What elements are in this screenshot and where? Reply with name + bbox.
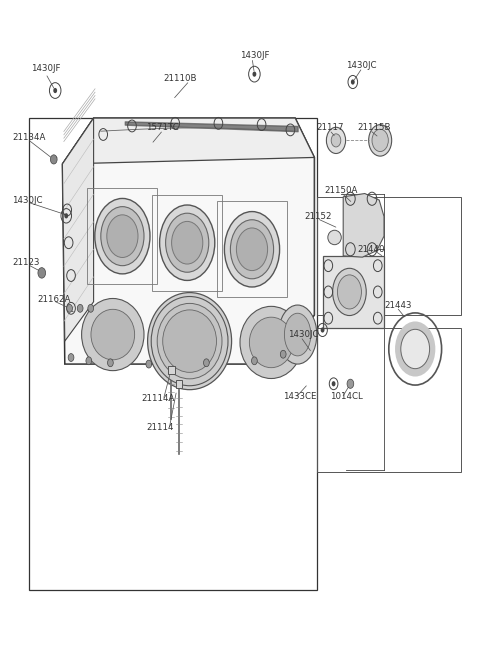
Text: 1430JC: 1430JC	[346, 61, 376, 70]
Circle shape	[252, 357, 257, 365]
Circle shape	[321, 327, 324, 333]
Ellipse shape	[240, 306, 302, 379]
Ellipse shape	[337, 275, 361, 309]
Circle shape	[401, 329, 430, 369]
Ellipse shape	[157, 303, 222, 379]
Ellipse shape	[159, 205, 215, 281]
Text: 1430JF: 1430JF	[240, 51, 269, 60]
Circle shape	[369, 125, 392, 156]
Text: 21115B: 21115B	[358, 123, 391, 133]
Text: 21162A: 21162A	[37, 295, 71, 304]
Ellipse shape	[328, 230, 341, 245]
Circle shape	[331, 134, 341, 147]
Text: 21134A: 21134A	[12, 133, 46, 142]
Circle shape	[53, 88, 57, 93]
Ellipse shape	[107, 215, 138, 257]
Circle shape	[204, 359, 209, 367]
Text: 21443: 21443	[384, 300, 411, 310]
Circle shape	[108, 359, 113, 367]
Bar	[176, 380, 182, 388]
Circle shape	[50, 155, 57, 164]
Circle shape	[86, 357, 92, 365]
Ellipse shape	[151, 297, 228, 386]
Ellipse shape	[101, 207, 144, 266]
Circle shape	[67, 304, 72, 312]
Text: 1433CE: 1433CE	[283, 392, 317, 401]
Ellipse shape	[163, 310, 216, 373]
Polygon shape	[323, 256, 384, 328]
Text: 1571TC: 1571TC	[146, 123, 179, 133]
Circle shape	[68, 354, 74, 361]
Bar	[317, 328, 461, 472]
Circle shape	[372, 129, 388, 152]
Text: 21440: 21440	[358, 245, 385, 254]
Text: 21152: 21152	[305, 212, 332, 221]
Circle shape	[146, 360, 152, 368]
Circle shape	[332, 381, 336, 386]
Ellipse shape	[95, 198, 150, 274]
Bar	[168, 366, 175, 374]
Bar	[317, 197, 461, 315]
Polygon shape	[62, 118, 94, 341]
Text: 1014CL: 1014CL	[330, 392, 363, 401]
Ellipse shape	[172, 221, 203, 264]
Circle shape	[395, 321, 435, 377]
Ellipse shape	[91, 309, 134, 359]
Polygon shape	[343, 194, 384, 257]
Text: 1430JC: 1430JC	[288, 330, 319, 339]
Text: 21150A: 21150A	[324, 186, 358, 195]
Ellipse shape	[284, 314, 311, 356]
Circle shape	[351, 79, 355, 85]
Bar	[29, 118, 317, 590]
Ellipse shape	[236, 228, 268, 270]
Polygon shape	[62, 118, 314, 364]
Circle shape	[64, 213, 68, 218]
Circle shape	[326, 127, 346, 154]
Ellipse shape	[166, 213, 209, 272]
Text: 1430JC: 1430JC	[12, 195, 43, 205]
Circle shape	[77, 304, 83, 312]
Circle shape	[280, 350, 286, 358]
Ellipse shape	[225, 212, 279, 287]
Ellipse shape	[278, 305, 317, 364]
Ellipse shape	[82, 298, 144, 371]
Circle shape	[38, 268, 46, 278]
Text: 1430JF: 1430JF	[31, 64, 60, 73]
Polygon shape	[62, 118, 314, 164]
Ellipse shape	[333, 268, 366, 316]
Text: 21123: 21123	[12, 258, 39, 267]
Ellipse shape	[148, 293, 232, 390]
Circle shape	[88, 304, 94, 312]
Circle shape	[252, 72, 256, 77]
Ellipse shape	[230, 220, 274, 279]
Text: 21114A: 21114A	[142, 394, 175, 403]
Text: 21110B: 21110B	[163, 74, 197, 83]
Text: 21117: 21117	[317, 123, 344, 133]
Circle shape	[347, 379, 354, 388]
Ellipse shape	[250, 318, 293, 367]
Text: 21114: 21114	[146, 423, 174, 432]
